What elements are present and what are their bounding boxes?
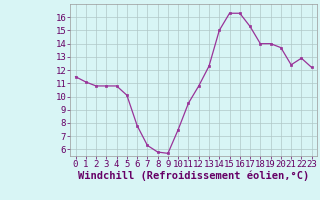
X-axis label: Windchill (Refroidissement éolien,°C): Windchill (Refroidissement éolien,°C): [78, 171, 309, 181]
